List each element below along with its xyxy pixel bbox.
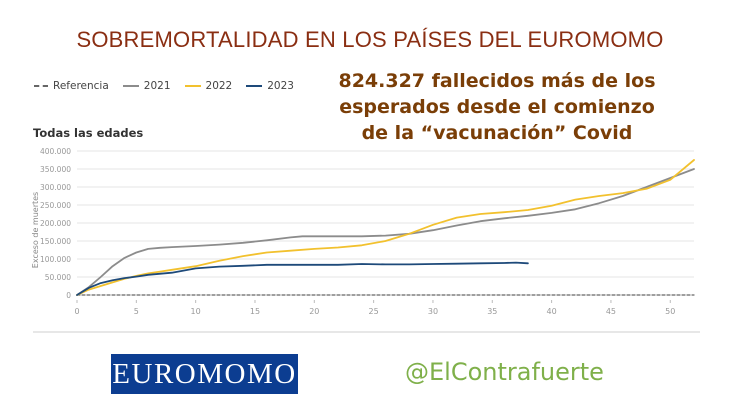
y-tick-label: 100.000 (40, 255, 71, 264)
series-line-2022 (76, 159, 695, 296)
legend-item-referencia[interactable]: Referencia (34, 80, 109, 92)
legend-item-2021[interactable]: 2021 (122, 80, 171, 92)
y-tick-label: 400.000 (40, 147, 71, 156)
axis-layer: 0 50.000 100.000 150.000 200.000 250.000 300.0… (40, 147, 675, 316)
legend-label-2022: 2022 (205, 80, 233, 92)
page-title: SOBREMORTALIDAD EN LOS PAÍSES DEL EUROMO… (76, 27, 664, 52)
x-tick-label: 5 (134, 307, 139, 316)
legend-label-2021: 2021 (143, 80, 171, 92)
y-tick-label: 300.000 (40, 183, 71, 192)
legend-swatch-2022 (184, 85, 201, 87)
social-handle: @ElContrafuerte (405, 358, 604, 386)
y-tick-label: 350.000 (40, 165, 71, 174)
legend-label-referencia: Referencia (53, 80, 109, 92)
legend-swatch-2021 (122, 85, 139, 87)
x-tick-label: 35 (487, 307, 497, 316)
y-tick-label: 50.000 (45, 273, 71, 282)
y-tick-label: 150.000 (40, 237, 71, 246)
y-tick-label: 0 (66, 291, 71, 300)
y-tick-label: 200.000 (40, 219, 71, 228)
chart-title: Todas las edades (33, 126, 143, 140)
x-tick-label: 40 (547, 307, 557, 316)
euromomo-logo: EUROMOMO (111, 354, 298, 394)
series-line-2023 (76, 261, 529, 296)
y-tick-label: 250.000 (40, 201, 71, 210)
x-tick-label: 20 (309, 307, 319, 316)
x-tick-label: 45 (606, 307, 616, 316)
callout-line-1: 824.327 fallecidos más de los (338, 70, 656, 92)
x-tick-label: 30 (428, 307, 438, 316)
callout-line-2: esperados desde el comienzo (339, 96, 655, 118)
callout-line-3: de la “vacunación” Covid (361, 122, 633, 144)
series-line-2021 (76, 168, 695, 296)
legend-swatch-2023 (246, 85, 263, 87)
chart-legend: Referencia 2021 2022 2023 (34, 80, 308, 92)
x-tick-label: 0 (74, 307, 79, 316)
legend-swatch-referencia (34, 85, 48, 87)
y-axis-label: Exceso de muertes (31, 192, 40, 268)
legend-item-2023[interactable]: 2023 (246, 80, 294, 92)
grid-layer (77, 150, 694, 278)
legend-label-2023: 2023 (267, 80, 294, 92)
x-tick-label: 15 (250, 307, 260, 316)
x-tick-label: 25 (369, 307, 379, 316)
x-tick-label: 10 (191, 307, 201, 316)
logo-text: EUROMOMO (112, 357, 297, 390)
legend-item-2022[interactable]: 2022 (184, 80, 233, 92)
series-layer (76, 159, 695, 296)
x-tick-label: 50 (665, 307, 675, 316)
excess-deaths-callout: 824.327 fallecidos más de los esperados … (336, 68, 658, 146)
